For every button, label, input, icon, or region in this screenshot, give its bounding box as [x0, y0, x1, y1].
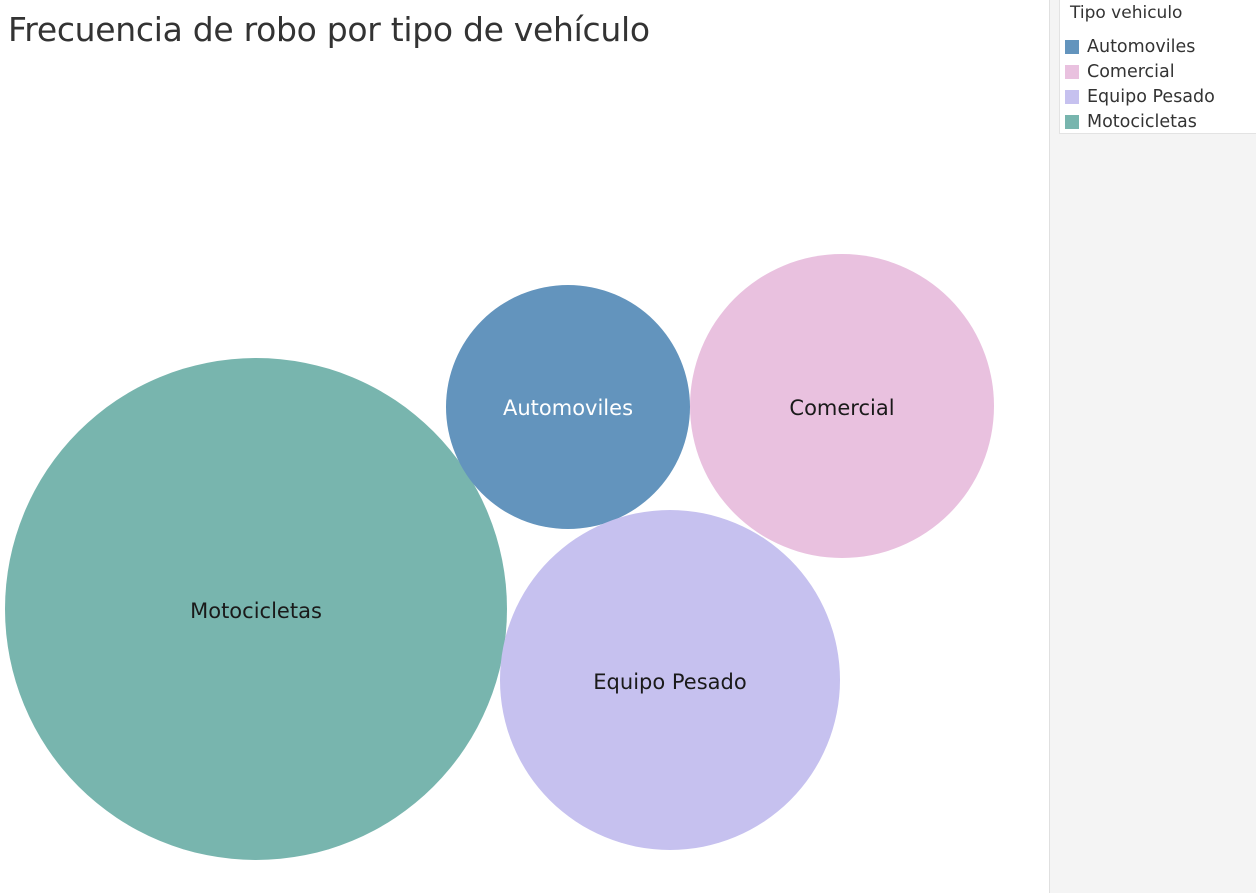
- legend-item-automoviles[interactable]: Automoviles: [1065, 34, 1215, 59]
- side-panel: Tipo vehiculo Automoviles Comercial Equi…: [1049, 0, 1256, 893]
- bubble-label-equipo-pesado: Equipo Pesado: [593, 670, 746, 694]
- bubble-label-automoviles: Automoviles: [503, 396, 633, 420]
- legend-swatch-automoviles: [1065, 39, 1079, 54]
- bubble-comercial[interactable]: [690, 254, 994, 558]
- legend-item-motocicletas[interactable]: Motocicletas: [1065, 109, 1215, 134]
- legend-label-comercial: Comercial: [1087, 61, 1175, 82]
- bubble-group-motocicletas[interactable]: Motocicletas: [5, 358, 507, 860]
- legend-item-comercial[interactable]: Comercial: [1065, 59, 1215, 84]
- bubble-equipo-pesado[interactable]: [500, 510, 840, 850]
- bubble-label-motocicletas: Motocicletas: [190, 599, 322, 623]
- legend-swatch-motocicletas: [1065, 114, 1079, 129]
- bubble-group-comercial[interactable]: Comercial: [690, 254, 994, 558]
- bubble-automoviles[interactable]: [446, 285, 690, 529]
- legend-label-automoviles: Automoviles: [1087, 36, 1196, 57]
- legend-label-motocicletas: Motocicletas: [1087, 111, 1197, 132]
- legend-swatch-comercial: [1065, 64, 1079, 79]
- legend: Tipo vehiculo Automoviles Comercial Equi…: [1059, 0, 1256, 134]
- legend-title: Tipo vehiculo: [1070, 3, 1183, 23]
- legend-list: Automoviles Comercial Equipo Pesado Moto…: [1065, 34, 1215, 134]
- legend-swatch-equipo-pesado: [1065, 89, 1079, 104]
- chart-title: Frecuencia de robo por tipo de vehículo: [8, 10, 650, 49]
- bubble-chart: Motocicletas Automoviles Comercial Equip…: [5, 254, 994, 860]
- legend-item-equipo-pesado[interactable]: Equipo Pesado: [1065, 84, 1215, 109]
- bubble-group-automoviles[interactable]: Automoviles: [446, 285, 690, 529]
- legend-label-equipo-pesado: Equipo Pesado: [1087, 86, 1215, 107]
- bubble-motocicletas[interactable]: [5, 358, 507, 860]
- chart-area: Motocicletas Automoviles Comercial Equip…: [5, 10, 994, 860]
- bubble-group-equipo-pesado[interactable]: Equipo Pesado: [500, 510, 840, 850]
- bubble-label-comercial: Comercial: [789, 396, 894, 420]
